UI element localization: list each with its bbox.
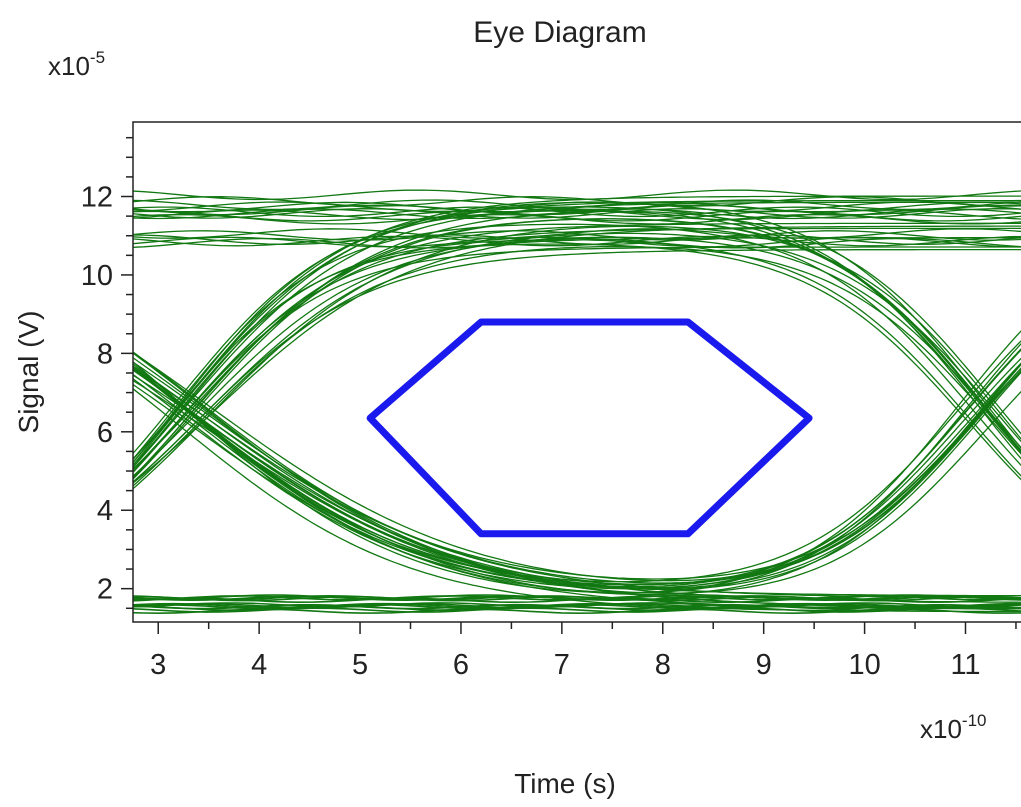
eye-trace: [133, 365, 1021, 590]
y-tick-label: 4: [97, 495, 113, 527]
y-tick-label: 8: [97, 338, 113, 370]
eye-trace: [133, 368, 1021, 597]
eye-trace: [133, 208, 1021, 219]
eye-trace: [133, 236, 1021, 477]
eye-mask-polygon: [366, 318, 813, 538]
y-tick-label: 12: [81, 182, 113, 214]
eye-trace: [133, 243, 1021, 481]
y-axis-label: Signal (V): [13, 311, 44, 434]
x-tick-label: 5: [352, 649, 368, 681]
eye-trace: [133, 248, 1021, 484]
eye-trace: [133, 374, 1021, 603]
eye-trace: [133, 195, 1021, 464]
eye-trace: [133, 196, 1021, 207]
x-tick-label: 9: [756, 649, 772, 681]
eye-trace: [133, 602, 1021, 609]
eye-trace: [133, 201, 1021, 469]
eye-trace: [133, 595, 1021, 601]
x-tick-label: 8: [655, 649, 671, 681]
x-multiplier: x10-10: [920, 711, 987, 744]
eye-trace: [133, 228, 1021, 239]
x-tick-label: 7: [554, 649, 570, 681]
eye-trace: [133, 366, 1021, 580]
eye-trace: [133, 357, 1021, 590]
eye-trace: [133, 357, 1021, 609]
x-axis-label: Time (s): [514, 768, 616, 799]
eye-trace: [133, 235, 1021, 247]
eye-trace: [133, 351, 1021, 599]
eye-trace: [133, 199, 1021, 211]
x-tick-label: 10: [848, 649, 880, 681]
y-axis-ticks: 2 4 6 8 10 12: [81, 136, 133, 610]
eye-trace: [133, 234, 1021, 245]
x-tick-label: 3: [150, 649, 166, 681]
y-multiplier: x10-5: [48, 48, 105, 81]
eye-trace: [133, 340, 1021, 583]
x-tick-label: 6: [453, 649, 469, 681]
eye-trace: [133, 330, 1021, 594]
x-tick-label: 11: [950, 649, 980, 681]
eye-trace: [133, 222, 1021, 471]
eye-trace: [133, 369, 1021, 590]
chart-title: Eye Diagram: [473, 16, 646, 49]
y-tick-label: 10: [81, 260, 113, 292]
eye-trace: [133, 388, 1021, 613]
x-tick-label: 4: [251, 649, 267, 681]
eye-trace: [133, 379, 1021, 594]
y-tick-label: 6: [97, 417, 113, 449]
eye-traces: [133, 189, 1021, 615]
eye-trace: [133, 201, 1021, 213]
eye-trace: [133, 246, 1021, 473]
y-tick-label: 2: [97, 574, 113, 606]
eye-trace: [133, 362, 1021, 596]
eye-trace: [133, 199, 1021, 461]
eye-trace: [133, 210, 1021, 455]
eye-trace: [133, 210, 1021, 470]
eye-trace: [133, 237, 1021, 474]
plot-frame: [132, 121, 1021, 623]
eye-trace: [133, 218, 1021, 478]
eye-trace: [133, 342, 1021, 594]
eye-trace: [133, 206, 1021, 464]
eye-trace: [133, 373, 1021, 610]
eye-trace: [133, 349, 1021, 586]
eye-trace: [133, 204, 1021, 216]
eye-trace: [133, 223, 1021, 467]
eye-trace: [133, 225, 1021, 484]
eye-trace: [133, 370, 1021, 589]
eye-trace: [133, 225, 1021, 490]
x-axis-ticks: 3 4 5 6 7 8 9 10 11: [150, 622, 1017, 681]
eye-trace: [133, 361, 1021, 584]
